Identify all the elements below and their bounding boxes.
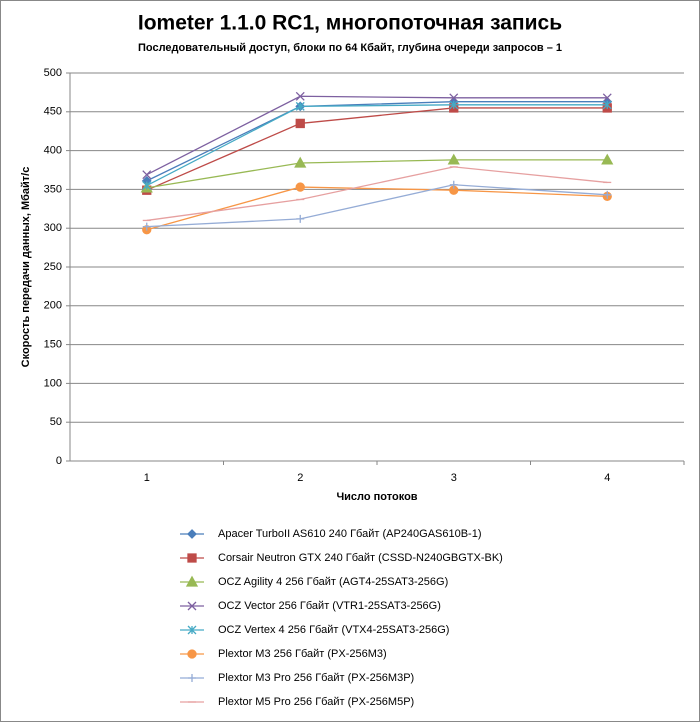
x-tick-label: 4 xyxy=(604,472,610,484)
y-tick-label: 350 xyxy=(44,183,62,195)
y-tick-label: 0 xyxy=(56,455,62,467)
y-tick-label: 50 xyxy=(50,416,62,428)
y-tick-label: 500 xyxy=(44,67,62,79)
y-tick-label: 250 xyxy=(44,261,62,273)
marker xyxy=(447,153,460,165)
series-line xyxy=(146,107,608,191)
y-axis-label: Скорость передачи данных, Мбайт/с xyxy=(20,167,32,368)
series-line xyxy=(146,159,608,189)
marker xyxy=(187,601,197,611)
marker xyxy=(295,101,305,111)
legend-label: Apacer TurboII AS610 240 Гбайт (AP240GAS… xyxy=(218,528,482,540)
marker xyxy=(142,181,152,190)
marker xyxy=(601,153,614,165)
marker xyxy=(603,190,612,199)
marker xyxy=(295,118,305,129)
legend-label: Plextor M3 Pro 256 Гбайт (PX-256M3P) xyxy=(218,672,414,684)
legend-label: OCZ Vector 256 Гбайт (VTR1-25SAT3-256G) xyxy=(218,600,441,612)
y-tick-label: 400 xyxy=(44,145,62,157)
series-line xyxy=(146,104,608,187)
marker xyxy=(296,214,305,223)
marker xyxy=(187,553,197,563)
marker xyxy=(188,674,196,682)
series-line xyxy=(146,186,608,231)
marker xyxy=(295,91,305,101)
y-tick-label: 200 xyxy=(44,300,62,312)
marker xyxy=(142,222,151,231)
y-tick-label: 100 xyxy=(44,377,62,389)
y-tick-label: 150 xyxy=(44,339,62,351)
marker xyxy=(142,170,152,180)
x-axis-label: Число потоков xyxy=(336,491,417,503)
marker xyxy=(185,575,199,587)
marker xyxy=(602,93,612,103)
marker xyxy=(187,625,197,635)
marker xyxy=(602,100,612,110)
marker xyxy=(449,180,458,189)
legend-label: Plextor M3 256 Гбайт (PX-256M3) xyxy=(218,648,387,660)
series-line xyxy=(146,184,608,228)
marker xyxy=(295,182,305,192)
chart-subtitle: Последовательный доступ, блоки по 64 Кба… xyxy=(138,42,562,54)
marker xyxy=(294,156,307,168)
y-tick-label: 450 xyxy=(44,106,62,118)
legend-label: OCZ Vertex 4 256 Гбайт (VTX4-25SAT3-256G… xyxy=(218,624,449,636)
legend-label: Corsair Neutron GTX 240 Гбайт (CSSD-N240… xyxy=(218,552,503,564)
marker xyxy=(187,649,197,659)
y-tick-label: 300 xyxy=(44,222,62,234)
marker xyxy=(449,100,459,110)
legend-label: OCZ Agility 4 256 Гбайт (AGT4-25SAT3-256… xyxy=(218,576,448,588)
series-line xyxy=(146,166,608,222)
legend-label: Plextor M5 Pro 256 Гбайт (PX-256M5P) xyxy=(218,696,414,708)
marker xyxy=(449,93,459,103)
chart-title: Iometer 1.1.0 RC1, многопоточная запись xyxy=(138,12,562,35)
x-tick-label: 1 xyxy=(144,472,150,484)
series-line xyxy=(146,101,608,182)
series-line xyxy=(146,95,608,176)
marker xyxy=(187,529,197,539)
x-tick-label: 2 xyxy=(297,472,303,484)
x-tick-label: 3 xyxy=(451,472,457,484)
